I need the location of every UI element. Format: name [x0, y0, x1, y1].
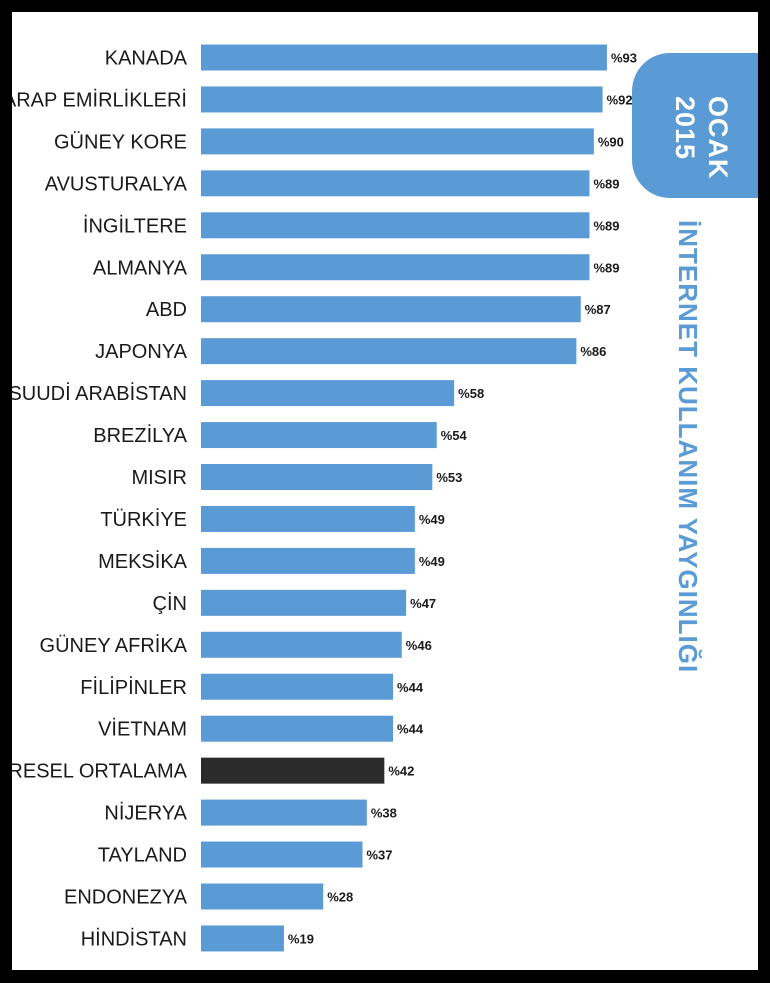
bar-chart: KANADA %93 B.ARAP EMİRLİKLERİ %92 GÜNEY KORE…: [12, 44, 637, 952]
value-label: %44: [397, 722, 424, 737]
bar: [201, 547, 415, 574]
category-label: MISIR: [131, 467, 187, 489]
bar: [201, 715, 394, 742]
value-label: %53: [436, 470, 462, 485]
value-label: %44: [397, 680, 424, 695]
category-label: GÜNEY KORE: [54, 131, 187, 153]
category-label: ABD: [146, 299, 187, 321]
bar-global-average: [201, 757, 385, 784]
value-label: %47: [410, 596, 436, 611]
category-label: KANADA: [105, 48, 188, 70]
value-label: %93: [611, 51, 637, 66]
bar: [201, 128, 594, 155]
bar: [201, 44, 607, 71]
chart-title: İNTERNET KULLANIM YAYGINLIĞI: [673, 220, 703, 674]
value-label: %89: [593, 260, 619, 275]
category-label: ENDONEZYA: [64, 887, 188, 909]
tab-month: OCAK: [703, 96, 733, 180]
value-label: %42: [388, 764, 414, 779]
bar: [201, 925, 284, 952]
bar: [201, 86, 603, 113]
bar: [201, 631, 402, 658]
category-label: AVUSTURALYA: [45, 173, 188, 195]
category-label: MEKSİKA: [98, 550, 188, 573]
bar: [201, 254, 590, 281]
bar: [201, 589, 407, 616]
bar: [201, 170, 590, 197]
category-label: NİJERYA: [104, 802, 187, 825]
bar: [201, 505, 415, 532]
bar: [201, 883, 324, 910]
bar: [201, 338, 577, 365]
value-label: %19: [288, 931, 314, 946]
value-label: %89: [593, 176, 619, 191]
value-label: %89: [593, 218, 619, 233]
category-label: TAYLAND: [98, 845, 187, 867]
value-label: %54: [441, 428, 468, 443]
category-label: FİLİPİNLER: [80, 676, 187, 699]
tab-year: 2015: [670, 96, 700, 161]
value-label: %90: [598, 134, 624, 149]
bar: [201, 380, 455, 407]
bar: [201, 464, 433, 490]
category-label: JAPONYA: [95, 341, 188, 363]
value-label: %86: [580, 344, 606, 359]
value-label: %49: [419, 512, 445, 527]
category-label: SUUDİ ARABİSTAN: [12, 382, 187, 405]
value-label: %49: [419, 554, 445, 569]
value-label: %92: [607, 92, 633, 107]
bar: [201, 422, 437, 449]
chart-frame: KANADA %93 B.ARAP EMİRLİKLERİ %92 GÜNEY KORE…: [12, 12, 758, 970]
category-label: İNGİLTERE: [83, 214, 187, 237]
value-label: %28: [327, 890, 353, 905]
bar: [201, 296, 581, 323]
value-label: %58: [458, 386, 484, 401]
category-label: BREZİLYA: [93, 424, 187, 447]
value-label: %37: [367, 848, 393, 863]
category-label: B.ARAP EMİRLİKLERİ: [12, 88, 187, 111]
category-label: HİNDİSTAN: [81, 927, 187, 950]
category-label: GÜNEY AFRİKA: [40, 634, 188, 657]
category-label: KÜRESEL ORTALAMA: [12, 761, 188, 783]
category-label: ALMANYA: [93, 257, 188, 279]
value-label: %46: [406, 638, 432, 653]
category-label: ÇİN: [153, 592, 187, 615]
category-label: VİETNAM: [98, 718, 187, 741]
value-label: %87: [585, 302, 611, 317]
value-label: %38: [371, 806, 397, 821]
bar: [201, 841, 363, 868]
category-label: TÜRKİYE: [100, 508, 187, 531]
bar: [201, 212, 590, 239]
bar: [201, 673, 394, 700]
bar: [201, 799, 367, 826]
date-tab: [632, 53, 758, 198]
